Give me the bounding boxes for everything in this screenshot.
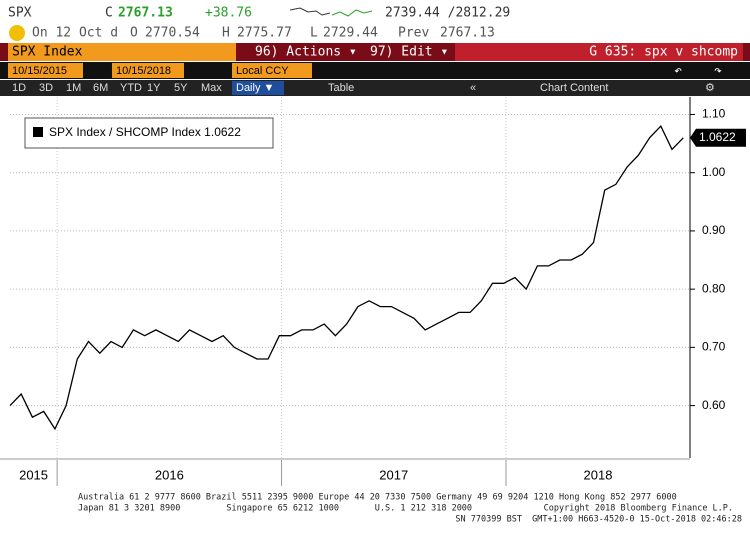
table-button[interactable]: Table [328,82,354,94]
chart-content[interactable]: Chart Content [540,82,608,94]
currency: Local CCY [236,65,289,77]
period-button[interactable]: 6M [93,82,108,94]
period-button[interactable]: 1M [66,82,81,94]
end-date-box[interactable] [112,63,184,78]
security-box[interactable] [8,43,236,61]
date-bar [0,62,750,79]
news-icon[interactable] [9,25,25,41]
period-bar [0,80,750,96]
last-flag: C [105,6,113,21]
actions-menu[interactable]: 96) Actions ▾ [255,45,357,60]
period-button[interactable]: Max [201,82,222,94]
period-button[interactable]: 3D [39,82,53,94]
prev: 2767.13 [440,26,495,41]
y-tick-label: 0.70 [702,340,726,354]
redo[interactable]: ↷ [714,64,722,79]
x-year-label: 2015 [19,467,48,482]
period-button[interactable]: 5Y [174,82,188,94]
high: 2775.77 [237,26,292,41]
change: +38.76 [205,6,252,21]
page-box [455,43,743,61]
open-label: O [130,26,138,41]
legend-swatch [33,127,43,137]
frequency-box[interactable] [232,81,284,95]
y-tick-label: 1.10 [702,107,726,121]
high-label: H [222,26,230,41]
page-title: G 635: spx v shcomp [589,45,738,60]
start-date: 10/15/2015 [12,65,67,77]
collapse[interactable]: « [470,82,476,94]
settings[interactable]: ⚙ [705,82,715,94]
x-year-label: 2018 [584,467,613,482]
low-label: L [310,26,318,41]
sparkline [331,9,373,17]
legend-box [24,117,274,149]
y-tick-label: 0.90 [702,223,726,237]
last-price: 2767.13 [118,6,173,21]
prev-label: Prev [398,26,429,41]
period-button[interactable]: 1D [12,82,26,94]
legend-label: SPX Index / SHCOMP Index 1.0622 [49,125,241,139]
period-button[interactable]: 1Y [147,82,161,94]
x-year-label: 2016 [155,467,184,482]
sparkline [289,7,331,16]
undo[interactable]: ↶ [674,64,682,79]
footer-line: Australia 61 2 9777 8600 Brazil 5511 239… [78,493,677,503]
ticker: SPX [8,6,32,21]
footer-line: Japan 81 3 3201 8900 Singapore 65 6212 1… [78,504,733,514]
start-date-box[interactable] [8,63,83,78]
end-date: 10/15/2018 [116,65,171,77]
x-year-label: 2017 [379,467,408,482]
y-tick-label: 0.80 [702,281,726,295]
edit-menu[interactable]: 97) Edit ▾ [370,45,448,60]
currency-box[interactable] [232,63,312,78]
security: SPX Index [12,45,83,60]
y-tick-label: 1.00 [702,165,726,179]
footer-line: SN 770399 BST GMT+1:00 H663-4520-0 15-Oc… [455,515,742,525]
line-series [9,124,684,431]
frequency: Daily ▼ [236,82,274,94]
last-value-label: 1.0622 [699,130,736,144]
last-value-tag [690,128,746,147]
open: 2770.54 [145,26,200,41]
quote-date: On 12 Oct d [32,26,118,41]
y-tick-label: 0.60 [702,398,726,412]
period-button[interactable]: YTD [120,82,142,94]
low: 2729.44 [323,26,378,41]
day-range: 2739.44 /2812.29 [385,6,510,21]
